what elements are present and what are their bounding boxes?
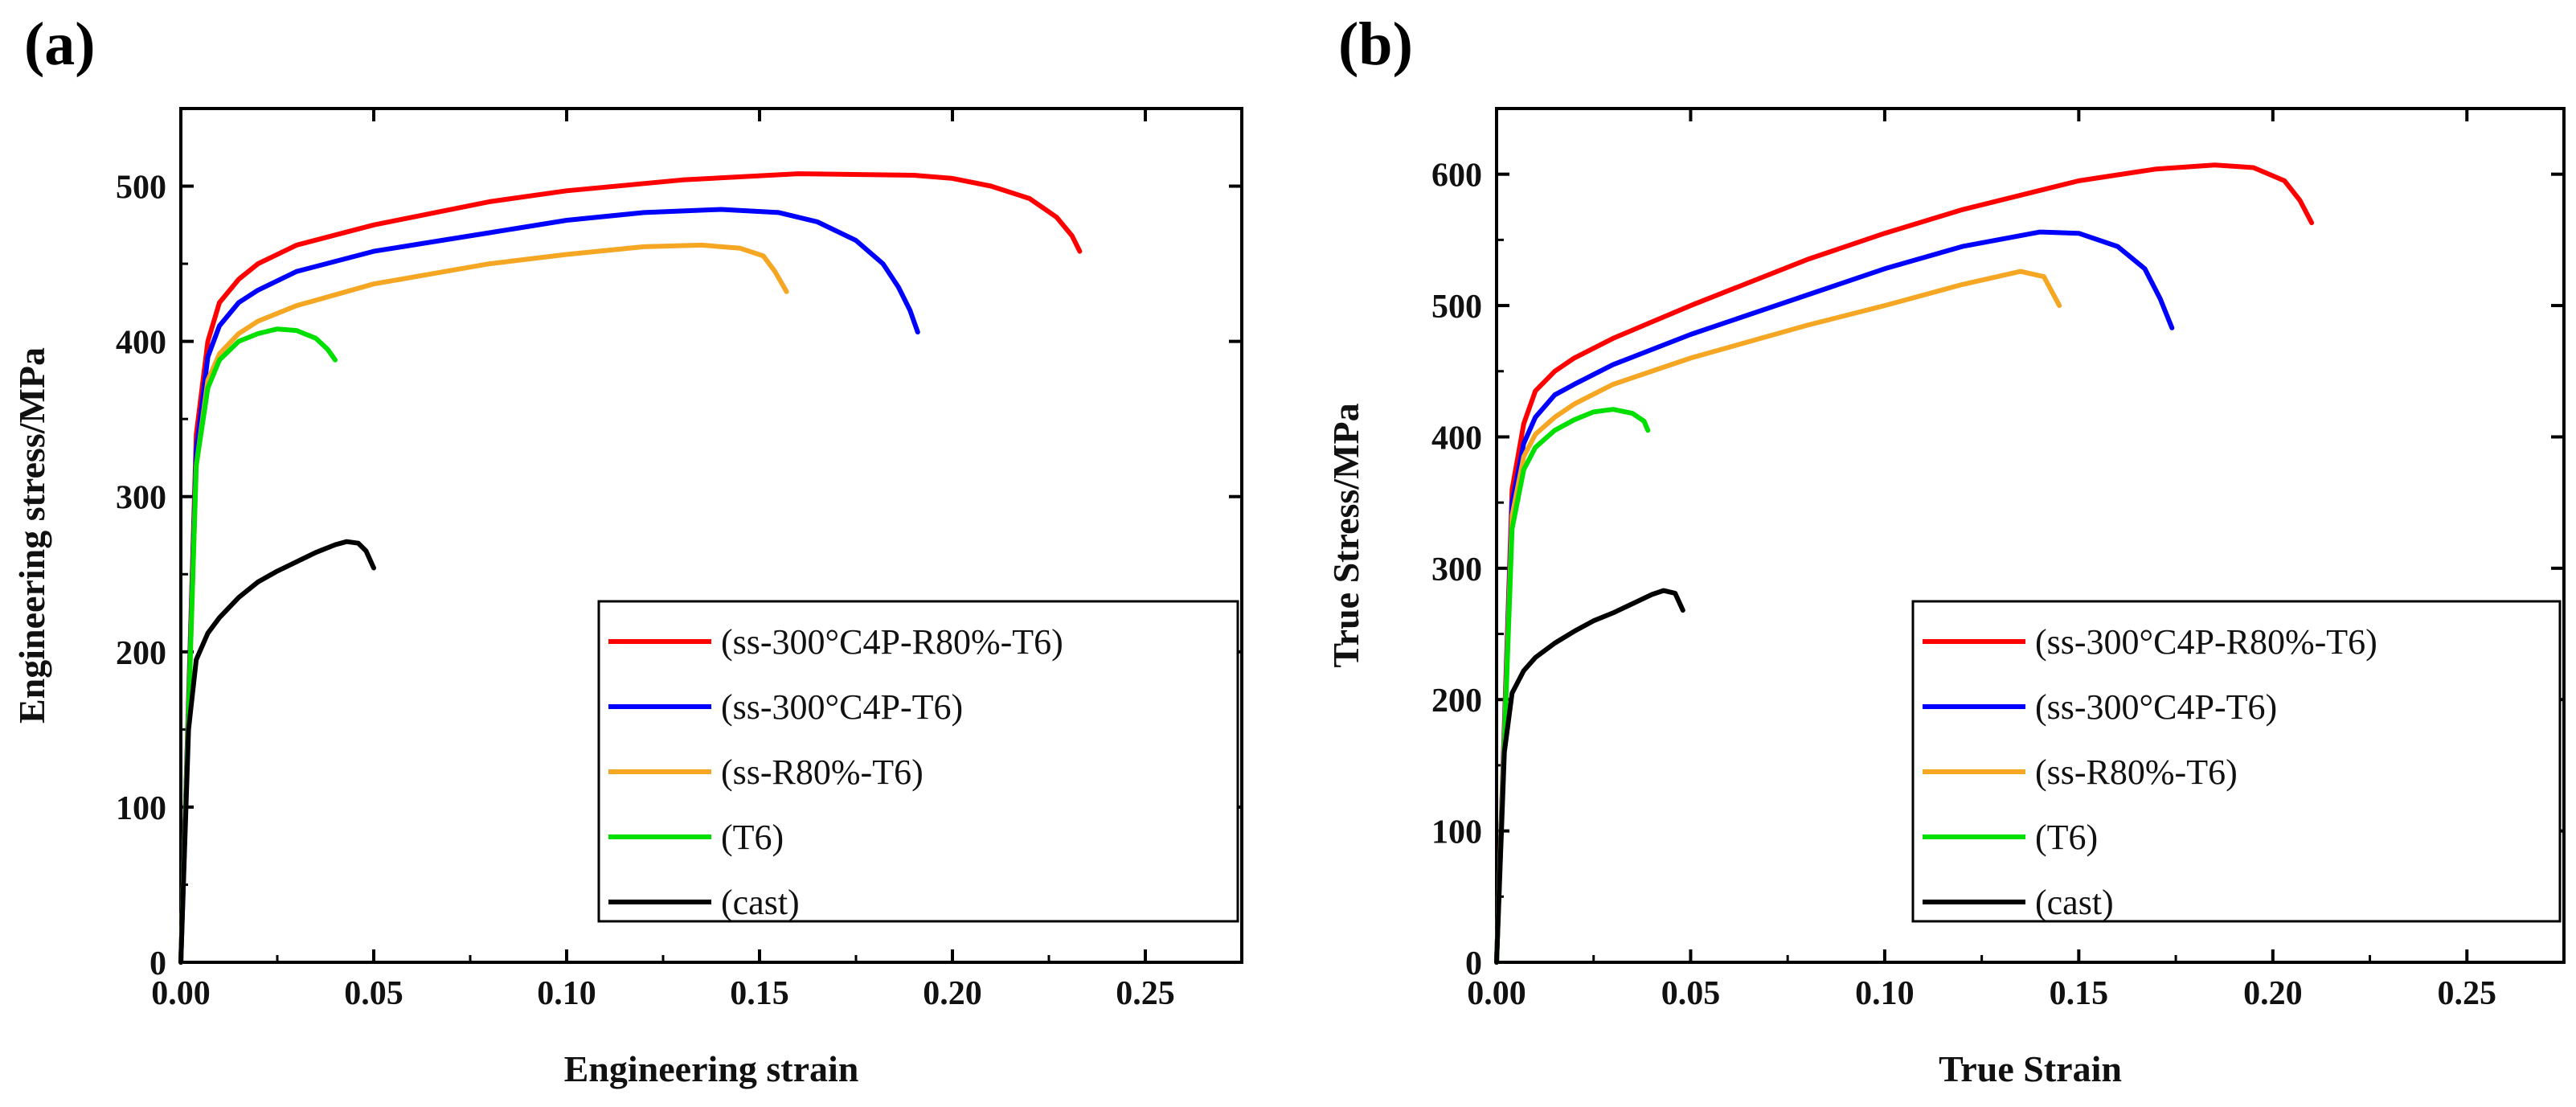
y-tick-label: 300 bbox=[116, 480, 166, 517]
legend-label: (ss-300°C4P-R80%-T6) bbox=[2035, 622, 2377, 662]
series-line-4 bbox=[178, 539, 376, 965]
panel-a: (a) 0.00 0.05 0.10 0.15 0.20 0.25 0 100 200 300 400… bbox=[11, 10, 1243, 1089]
x-tick-label: 0.10 bbox=[537, 975, 596, 1012]
x-tick-label: 0.25 bbox=[2438, 975, 2497, 1012]
series-line-3 bbox=[178, 326, 338, 965]
x-axis-title: Engineering strain bbox=[564, 1048, 859, 1089]
x-tick-label: 0.00 bbox=[1467, 975, 1526, 1012]
legend-label: (ss-300°C4P-T6) bbox=[721, 687, 963, 727]
x-tick-label: 0.15 bbox=[2050, 975, 2109, 1012]
legend-label: (ss-300°C4P-T6) bbox=[2035, 687, 2277, 727]
x-axis-title: True Strain bbox=[1939, 1048, 2122, 1089]
series-line-0 bbox=[178, 171, 1083, 965]
y-tick-label: 200 bbox=[116, 635, 166, 672]
x-tick-label: 0.10 bbox=[1855, 975, 1915, 1012]
legend-label: (cast) bbox=[721, 883, 800, 922]
legend-label: (T6) bbox=[721, 818, 784, 857]
y-tick-label: 0 bbox=[149, 945, 166, 982]
plot-frame bbox=[1495, 107, 2566, 964]
y-tick-label: 500 bbox=[116, 170, 166, 207]
series-line-4 bbox=[1494, 588, 1685, 965]
panel-b: (b) 0.00 0.05 0.10 0.15 0.20 0.25 0 100 200 300 400… bbox=[1325, 10, 2566, 1089]
y-tick-label: 200 bbox=[1431, 683, 1482, 720]
x-tick-label: 0.05 bbox=[1661, 975, 1721, 1012]
x-tick-label: 0.15 bbox=[730, 975, 789, 1012]
legend-label: (ss-300°C4P-R80%-T6) bbox=[721, 622, 1063, 662]
panel-label: (b) bbox=[1338, 10, 1413, 78]
series-line-0 bbox=[1494, 162, 2315, 965]
series-line-1 bbox=[1494, 229, 2175, 965]
y-tick-label: 500 bbox=[1431, 289, 1482, 326]
panel-label: (a) bbox=[24, 10, 96, 78]
series-line-2 bbox=[178, 242, 789, 965]
legend-label: (ss-R80%-T6) bbox=[721, 752, 924, 792]
legend-box bbox=[597, 600, 1239, 923]
y-tick-label: 0 bbox=[1465, 945, 1482, 982]
y-tick-label: 300 bbox=[1431, 551, 1482, 588]
x-tick-label: 0.20 bbox=[923, 975, 982, 1012]
legend-label: (T6) bbox=[2035, 818, 2098, 857]
x-tick-label: 0.20 bbox=[2243, 975, 2303, 1012]
legend-box bbox=[1911, 600, 2562, 923]
y-tick-label: 400 bbox=[116, 325, 166, 362]
series-line-3 bbox=[1494, 407, 1651, 965]
y-axis-title: True Stress/MPa bbox=[1325, 403, 1366, 667]
series-line-2 bbox=[1494, 269, 2062, 965]
legend-label: (cast) bbox=[2035, 883, 2114, 922]
y-axis-title: Engineering stress/MPa bbox=[11, 347, 52, 724]
x-tick-label: 0.05 bbox=[344, 975, 403, 1012]
x-tick-label: 0.25 bbox=[1116, 975, 1175, 1012]
y-tick-label: 400 bbox=[1431, 420, 1482, 457]
y-tick-label: 100 bbox=[1431, 814, 1482, 851]
plot-frame bbox=[179, 107, 1243, 964]
series-line-1 bbox=[178, 207, 920, 965]
y-tick-label: 600 bbox=[1431, 158, 1482, 195]
y-tick-label: 100 bbox=[116, 790, 166, 827]
x-tick-label: 0.00 bbox=[151, 975, 211, 1012]
legend-label: (ss-R80%-T6) bbox=[2035, 752, 2238, 792]
